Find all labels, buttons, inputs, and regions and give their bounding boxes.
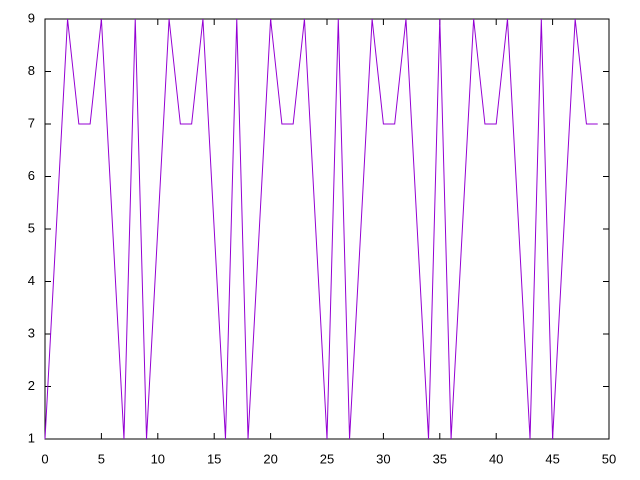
x-tick-label: 40 xyxy=(489,451,503,466)
x-tick-label: 0 xyxy=(41,451,48,466)
x-tick-label: 50 xyxy=(602,451,616,466)
y-tick-label: 2 xyxy=(28,378,35,393)
y-tick-label: 8 xyxy=(28,63,35,78)
x-tick-label: 10 xyxy=(151,451,165,466)
y-tick-label: 1 xyxy=(28,430,35,445)
x-tick-label: 25 xyxy=(320,451,334,466)
x-tick-label: 15 xyxy=(207,451,221,466)
x-tick-label: 30 xyxy=(376,451,390,466)
y-tick-label: 4 xyxy=(28,273,35,288)
x-tick-label: 5 xyxy=(98,451,105,466)
data-line xyxy=(44,18,598,440)
x-tick-label: 45 xyxy=(545,451,559,466)
y-tick-label: 3 xyxy=(28,325,35,340)
x-tick-label: 20 xyxy=(263,451,277,466)
x-tick-label: 35 xyxy=(433,451,447,466)
y-tick-label: 9 xyxy=(28,10,35,25)
y-tick-label: 7 xyxy=(28,115,35,130)
y-tick-label: 6 xyxy=(28,168,35,183)
y-tick-label: 5 xyxy=(28,220,35,235)
